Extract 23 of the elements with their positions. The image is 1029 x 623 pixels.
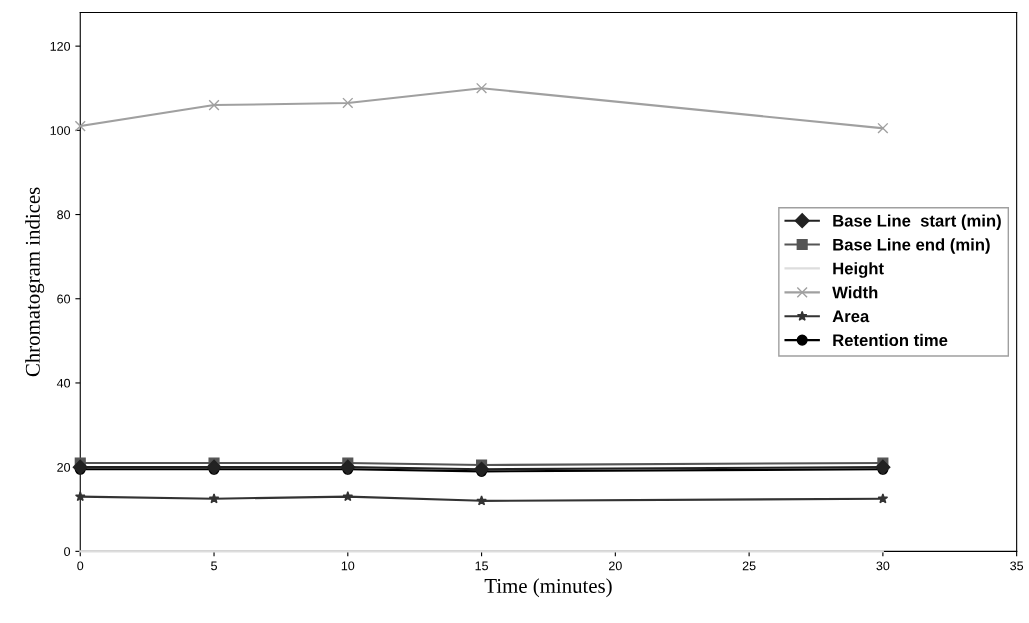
x-tick-label: 15 (475, 561, 488, 571)
x-tick-label: 20 (609, 561, 622, 571)
y-tick-label: 100 (50, 126, 71, 135)
y-tick-label: 60 (57, 294, 71, 304)
x-tick-label: 10 (341, 561, 355, 571)
y-axis-title: Chromatogram indices (25, 187, 45, 377)
legend-label: Retention time (833, 333, 948, 347)
y-tick-label: 80 (57, 210, 71, 220)
legend-label: Height (833, 262, 884, 278)
x-tick-label: 25 (742, 561, 756, 571)
legend-label: Area (832, 310, 870, 323)
legend-label: Base Line start (min) (833, 214, 1001, 230)
y-tick-label: 20 (57, 462, 71, 472)
legend-label: Width (832, 286, 878, 299)
x-axis-title: Time (minutes) (484, 578, 612, 598)
x-tick-label: 30 (876, 561, 890, 571)
y-tick-label: 120 (50, 41, 71, 51)
legend-label: Base Line end (min) (833, 238, 990, 254)
y-tick-label: 0 (64, 547, 71, 557)
y-tick-label: 40 (56, 378, 71, 388)
x-tick-label: 0 (77, 561, 84, 571)
x-tick-label: 35 (1010, 561, 1024, 571)
x-tick-label: 5 (211, 561, 217, 571)
